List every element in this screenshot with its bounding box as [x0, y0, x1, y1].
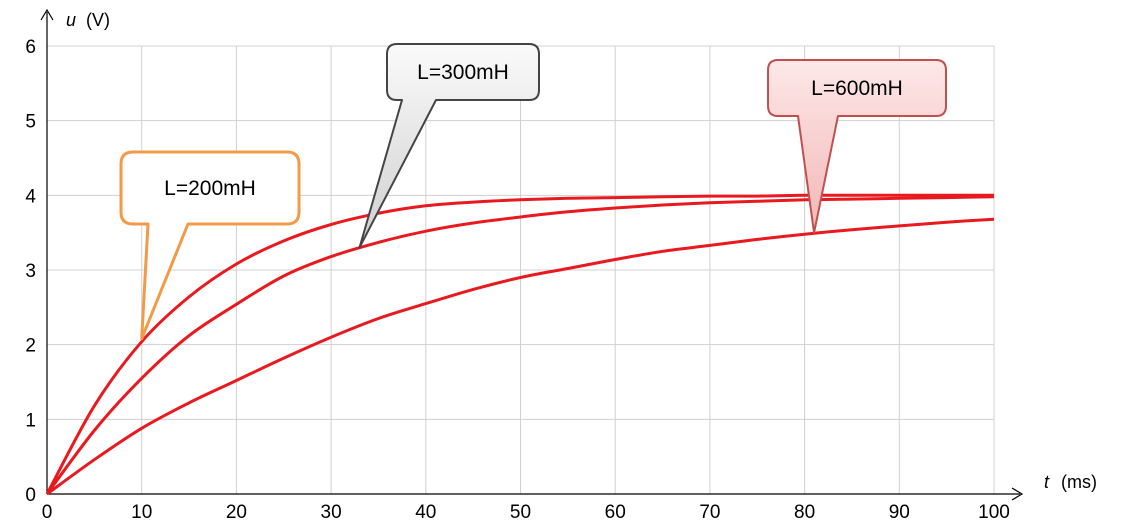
callout-label: L=200mH — [164, 177, 256, 200]
x-tick-label: 30 — [321, 502, 342, 523]
y-axis-variable: u — [66, 10, 76, 30]
y-tick-label: 4 — [25, 186, 36, 207]
axes — [40, 8, 1024, 501]
x-axis-arrow — [1011, 487, 1024, 501]
callouts: L=200mH L=300mH L=600mH — [119, 43, 947, 341]
y-axis-unit: (V) — [86, 10, 110, 30]
x-tick-label: 90 — [889, 502, 910, 523]
x-tick-label: 80 — [794, 502, 815, 523]
callout-balloon — [358, 43, 540, 249]
y-tick-label: 1 — [25, 410, 36, 431]
series-line-2 — [45, 195, 995, 495]
x-axis-unit: (ms) — [1061, 472, 1097, 492]
series-lines — [45, 193, 995, 496]
x-axis-label: t (ms) — [1044, 472, 1097, 492]
x-tick-label: 0 — [42, 502, 53, 523]
x-axis-variable: t — [1044, 472, 1050, 492]
callout-label: L=600mH — [811, 77, 903, 100]
tick-labels: 0 10 20 30 40 50 60 70 80 90 100 0 1 2 3 4 5 6 — [25, 37, 1009, 523]
x-tick-label: 70 — [699, 502, 720, 523]
x-tick-label: 20 — [226, 502, 247, 523]
y-tick-label: 0 — [25, 485, 36, 506]
x-tick-label: 10 — [131, 502, 152, 523]
callout-l-600mh: L=600mH — [767, 59, 947, 234]
x-tick-label: 60 — [605, 502, 626, 523]
callout-l-200mh: L=200mH — [119, 150, 301, 341]
x-tick-label: 50 — [510, 502, 531, 523]
series-line-3 — [46, 217, 995, 496]
y-tick-label: 6 — [25, 37, 36, 58]
y-tick-label: 5 — [25, 112, 36, 133]
y-tick-label: 3 — [25, 261, 36, 282]
y-tick-label: 2 — [25, 336, 36, 357]
callout-balloon — [767, 59, 947, 234]
callout-label: L=300mH — [417, 61, 509, 84]
y-axis-label: u (V) — [66, 10, 110, 30]
x-tick-label: 100 — [978, 502, 1010, 523]
callout-l-300mh: L=300mH — [358, 43, 540, 249]
callout-balloon — [119, 150, 301, 341]
x-tick-label: 40 — [415, 502, 436, 523]
series-line-1 — [45, 193, 994, 495]
y-axis-arrow — [40, 8, 54, 21]
